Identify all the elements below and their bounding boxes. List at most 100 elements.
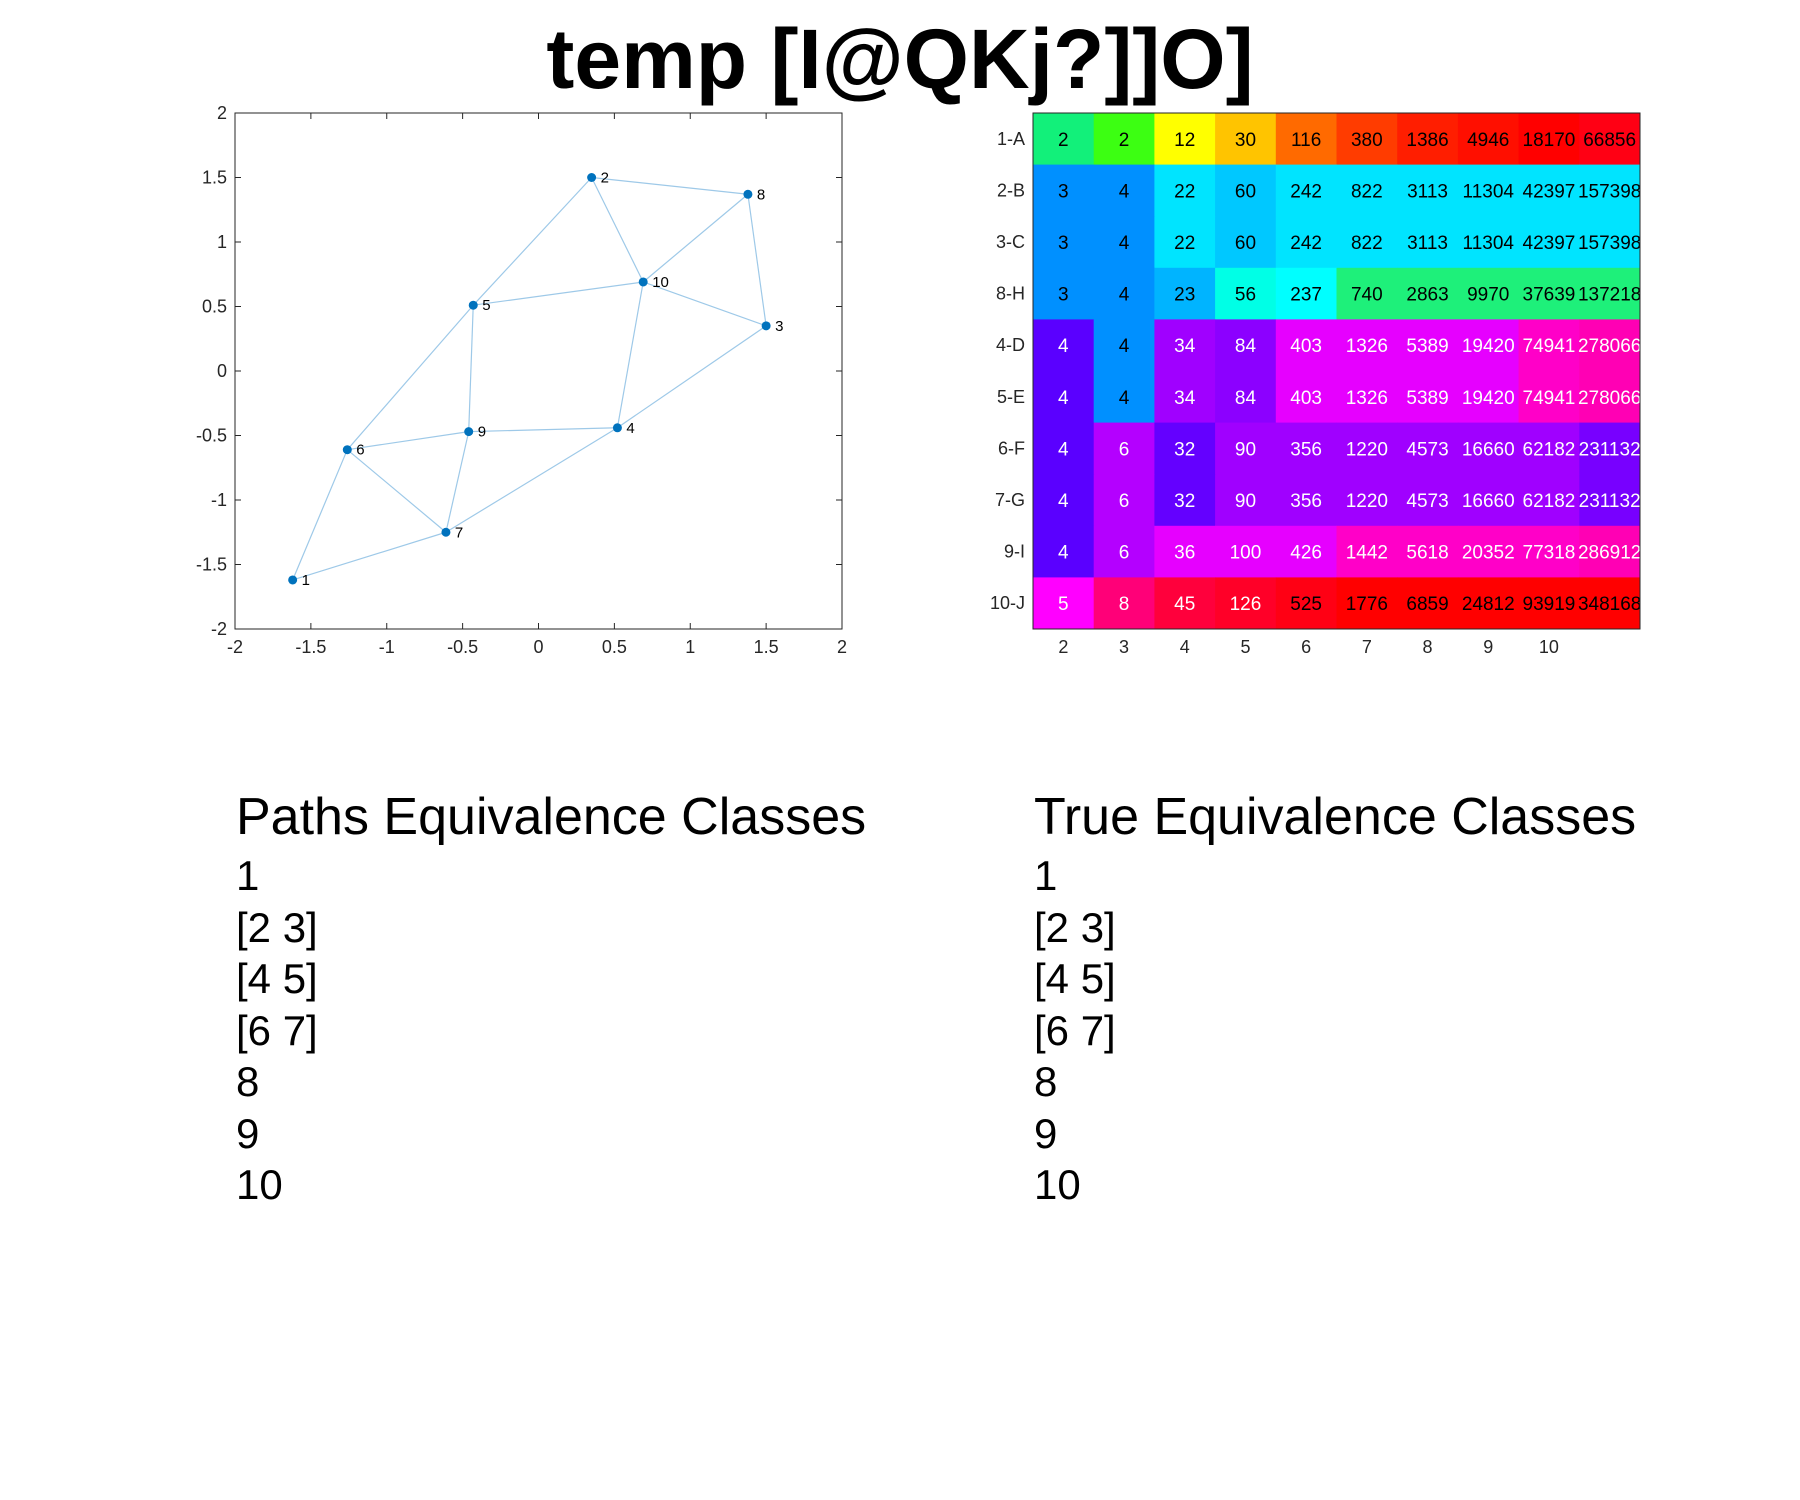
y-tick-label: -1: [211, 490, 227, 510]
heatmap-cell: [1579, 371, 1640, 424]
heatmap-cell: [1579, 525, 1640, 578]
heatmap-value: 1326: [1346, 336, 1388, 357]
heatmap-cell: [1336, 474, 1398, 527]
heatmap-cell: [1518, 319, 1580, 372]
heatmap-value: 231132: [1579, 439, 1641, 460]
heatmap-cell: [1457, 474, 1520, 527]
heatmap-cell: [1336, 371, 1398, 424]
true-class-item: [4 5]: [1034, 955, 1116, 1002]
heatmap-cell: [1275, 422, 1337, 475]
heatmap-value: 4: [1119, 336, 1130, 357]
heatmap-value: 3: [1058, 233, 1069, 254]
heatmap-value: 4: [1119, 181, 1130, 202]
heatmap-cell: [1336, 267, 1398, 320]
heatmap-value: 90: [1235, 439, 1256, 460]
heatmap-cell: [1336, 164, 1398, 217]
paths-class-item: 9: [236, 1109, 260, 1157]
x-tick-label: 0.5: [602, 637, 627, 657]
y-tick-label: -0.5: [196, 426, 227, 446]
heatmap-value: 4: [1058, 336, 1069, 357]
graph-edge: [747, 194, 767, 326]
heatmap-cell: [1093, 577, 1155, 629]
heatmap-cell: [1579, 113, 1640, 166]
true-class-item: 8: [1034, 1058, 1058, 1105]
heatmap-cell: [1154, 474, 1216, 527]
heatmap-value: 34: [1174, 388, 1196, 409]
true-class-item: 9: [1034, 1109, 1058, 1157]
heatmap-cell: [1275, 267, 1337, 320]
heatmap-cell: [1579, 577, 1640, 629]
heatmap-value: 242: [1290, 181, 1322, 202]
heatmap-cell: [1215, 525, 1277, 578]
heatmap-row-label: 5-E: [997, 387, 1025, 407]
heatmap-value: 286912: [1578, 543, 1641, 564]
heatmap-value: 426: [1290, 543, 1322, 564]
true-class-item: 1: [1034, 852, 1058, 899]
heatmap-value: 19420: [1462, 336, 1515, 357]
heatmap-col-label: 5: [1240, 637, 1250, 657]
y-tick-label: 0: [217, 361, 227, 381]
heatmap-value: 740: [1351, 285, 1383, 306]
heatmap-value: 42397: [1523, 233, 1576, 254]
heatmap-col-label: 4: [1180, 637, 1190, 657]
heatmap-cell: [1579, 164, 1640, 217]
graph-edge: [642, 193, 749, 283]
heatmap-value: 16660: [1462, 491, 1515, 512]
heatmap-cell: [1093, 319, 1155, 372]
graph-edge: [292, 449, 348, 581]
heatmap-value: 137218: [1578, 285, 1641, 306]
heatmap-cell: [1093, 113, 1155, 166]
heatmap-value: 6: [1119, 543, 1130, 564]
heatmap-col-label: 2: [1058, 637, 1068, 657]
x-tick-label: -2: [227, 637, 243, 657]
graph-edge: [468, 305, 474, 432]
heatmap-cell: [1397, 164, 1459, 217]
node-label: 6: [356, 442, 364, 459]
graph-edge: [292, 531, 447, 581]
graph-node: [638, 277, 648, 287]
heatmap-row-label: 3-C: [996, 232, 1025, 252]
node-label: 3: [775, 318, 783, 335]
heatmap-value: 1220: [1346, 439, 1388, 460]
heatmap-value: 278066: [1578, 336, 1641, 357]
heatmap-value: 3113: [1407, 233, 1448, 254]
heatmap-cell: [1154, 422, 1216, 475]
heatmap-value: 62182: [1523, 439, 1576, 460]
graph-edge: [617, 325, 767, 429]
heatmap-value: 4: [1119, 388, 1130, 409]
heatmap-value: 5389: [1406, 336, 1448, 357]
heatmap-axes-box: [1032, 112, 1641, 630]
heatmap-value: 1386: [1406, 130, 1448, 151]
graph-node: [743, 189, 753, 199]
node-label: 5: [482, 297, 490, 314]
heatmap-value: 56: [1235, 285, 1256, 306]
heatmap-value: 100: [1230, 543, 1262, 564]
heatmap-cell: [1275, 113, 1337, 166]
heatmap-cell: [1154, 113, 1216, 166]
heatmap-value: 16660: [1462, 439, 1515, 460]
heatmap-value: 380: [1351, 130, 1383, 151]
heatmap-cell: [1518, 474, 1580, 527]
graph-edge: [346, 449, 447, 533]
node-label: 7: [455, 524, 463, 541]
heatmap-cell: [1275, 474, 1337, 527]
heatmap-value: 8: [1119, 594, 1130, 615]
paths-class-item: [2 3]: [236, 903, 318, 951]
graph-node: [441, 527, 451, 537]
y-tick-label: 0.5: [202, 297, 227, 317]
heatmap-cell: [1336, 113, 1398, 166]
paths-class-item: [6 7]: [236, 1006, 318, 1054]
node-label: 2: [601, 170, 609, 187]
node-label: 9: [478, 424, 486, 441]
heatmap-cell: [1215, 267, 1277, 320]
heatmap-value: 19420: [1462, 388, 1515, 409]
heatmap-cell: [1033, 164, 1095, 217]
figure-title: temp [I@QKj?]]O]: [546, 12, 1254, 106]
heatmap-value: 4: [1058, 543, 1069, 564]
x-tick-label: 2: [837, 637, 847, 657]
heatmap-cell: [1154, 164, 1216, 217]
heatmap-value: 4: [1119, 233, 1130, 254]
y-tick-label: 1.5: [202, 168, 227, 188]
heatmap-value: 74941: [1523, 336, 1576, 357]
heatmap-cell: [1518, 164, 1580, 217]
